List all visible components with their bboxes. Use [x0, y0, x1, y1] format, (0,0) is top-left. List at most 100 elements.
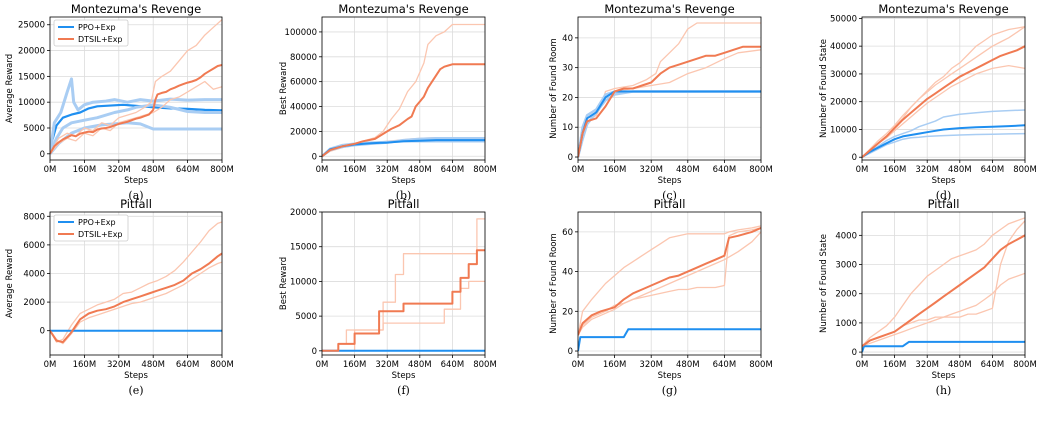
- chart-title: Montezuma's Revenge: [71, 2, 201, 16]
- series-line-dtsil-exp: [322, 249, 485, 352]
- y-axis-label: Average Reward: [5, 54, 15, 123]
- series-line-run-2: [50, 103, 222, 155]
- x-tick-label: 320M: [375, 165, 399, 175]
- y-axis-label: Average Reward: [5, 249, 15, 318]
- chart-title: Montezuma's Revenge: [878, 2, 1008, 16]
- chart-panel-7: 0M 160M 320M 480M 640M 800M 0 1000 2000 3000 4000 P…: [819, 197, 1037, 397]
- x-tick-label: 160M: [603, 360, 627, 370]
- legend-label-ppo: PPO+Exp: [78, 218, 116, 227]
- series-line-run-1: [50, 77, 222, 155]
- series-group: [322, 23, 485, 158]
- axes-frame: [861, 211, 1026, 356]
- x-tick-label: 160M: [603, 165, 627, 175]
- x-axis-label: Steps: [658, 371, 682, 381]
- series-group: [578, 22, 761, 158]
- x-tick-label: 160M: [883, 165, 907, 175]
- axes-frame: [321, 211, 486, 356]
- y-tick-label: 100000: [285, 28, 317, 38]
- series-line-run-4: [50, 19, 222, 155]
- y-tick-label: 4000: [23, 269, 45, 279]
- x-tick-label: 800M: [210, 360, 234, 370]
- x-tick-label: 800M: [1013, 360, 1037, 370]
- series-group: [50, 221, 222, 345]
- y-axis-label: Number of Found Room: [549, 38, 559, 139]
- x-tick-label: 640M: [981, 360, 1005, 370]
- x-tick-label: 320M: [639, 165, 663, 175]
- chart-panel-4: 0M 160M 320M 480M 640M 800M 0 2000 4000 6000 8000 P…: [5, 197, 234, 397]
- x-tick-label: 640M: [441, 360, 465, 370]
- series-line-run-3: [578, 90, 761, 158]
- x-tick-label: 160M: [343, 360, 367, 370]
- y-tick-label: 0: [852, 153, 857, 163]
- axes-frame: [321, 16, 486, 161]
- series-line-run-3: [50, 121, 222, 155]
- subfigure-caption: (b): [396, 189, 412, 202]
- series-line-run-0: [578, 22, 761, 158]
- y-tick-label: 0: [312, 152, 317, 162]
- x-tick-label: 480M: [948, 165, 972, 175]
- x-tick-label: 800M: [473, 165, 497, 175]
- y-tick-label: 2000: [23, 298, 45, 308]
- series-group: [50, 19, 222, 155]
- x-tick-label: 480M: [948, 360, 972, 370]
- series-line-run-3: [862, 109, 1025, 158]
- x-tick-label: 800M: [749, 360, 773, 370]
- chart-panel-1: 0M 160M 320M 480M 640M 800M 0 20000 40000 60000 80…: [279, 2, 497, 202]
- axes-frame: [577, 211, 762, 356]
- chart-title: Montezuma's Revenge: [338, 2, 468, 16]
- legend-label-dtsil: DTSIL+Exp: [78, 35, 123, 44]
- y-tick-label: 60000: [290, 78, 317, 88]
- y-tick-label: 80000: [290, 53, 317, 63]
- x-tick-label: 480M: [141, 360, 165, 370]
- series-line-ppo-exp: [862, 124, 1025, 159]
- y-tick-label: 20: [562, 93, 573, 103]
- chart-panel-3: 0M 160M 320M 480M 640M 800M 0 10000 20000 30000 40…: [819, 2, 1037, 202]
- chart-title: Pitfall: [654, 197, 686, 211]
- x-tick-label: 640M: [176, 165, 200, 175]
- x-tick-label: 480M: [408, 360, 432, 370]
- x-tick-label: 0M: [572, 360, 585, 370]
- y-tick-label: 0: [568, 347, 573, 357]
- series-line-run-0: [50, 221, 222, 343]
- y-tick-label: 5000: [23, 124, 45, 134]
- y-tick-label: 10000: [18, 98, 45, 108]
- chart-title: Montezuma's Revenge: [604, 2, 734, 16]
- x-tick-label: 640M: [713, 165, 737, 175]
- x-tick-label: 160M: [73, 360, 97, 370]
- x-axis-label: Steps: [658, 176, 682, 186]
- x-tick-label: 0M: [572, 165, 585, 175]
- y-tick-label: 6000: [23, 241, 45, 251]
- x-tick-label: 800M: [473, 360, 497, 370]
- subfigure-caption: (d): [936, 189, 952, 202]
- series-line-run-1: [578, 227, 761, 336]
- y-tick-label: 15000: [18, 72, 45, 82]
- series-line-run-4: [862, 132, 1025, 158]
- subfigure-caption: (c): [662, 189, 677, 202]
- x-tick-label: 0M: [316, 360, 329, 370]
- series-line-run-1: [862, 220, 1025, 347]
- y-tick-label: 40000: [290, 103, 317, 113]
- y-tick-label: 30: [562, 64, 573, 74]
- y-tick-label: 40: [562, 34, 573, 44]
- series-group: [322, 218, 485, 352]
- series-line-dtsil-exp: [322, 63, 485, 158]
- series-line-dtsil-exp: [578, 226, 761, 336]
- x-tick-label: 320M: [915, 360, 939, 370]
- subfigure-caption: (h): [936, 384, 952, 397]
- y-tick-label: 20000: [290, 127, 317, 137]
- y-axis-label: Best Reward: [279, 257, 289, 310]
- y-tick-label: 0: [40, 327, 45, 337]
- y-tick-label: 30000: [830, 70, 857, 80]
- x-axis-label: Steps: [124, 176, 148, 186]
- x-tick-label: 480M: [141, 165, 165, 175]
- series-line-run-1: [578, 49, 761, 158]
- series-line-ppo-exp: [862, 340, 1025, 353]
- legend-label-ppo: PPO+Exp: [78, 23, 116, 32]
- x-axis-label: Steps: [124, 371, 148, 381]
- x-tick-label: 640M: [981, 165, 1005, 175]
- x-tick-label: 480M: [676, 165, 700, 175]
- y-tick-label: 10000: [290, 277, 317, 287]
- x-tick-label: 0M: [856, 165, 869, 175]
- x-tick-label: 320M: [375, 360, 399, 370]
